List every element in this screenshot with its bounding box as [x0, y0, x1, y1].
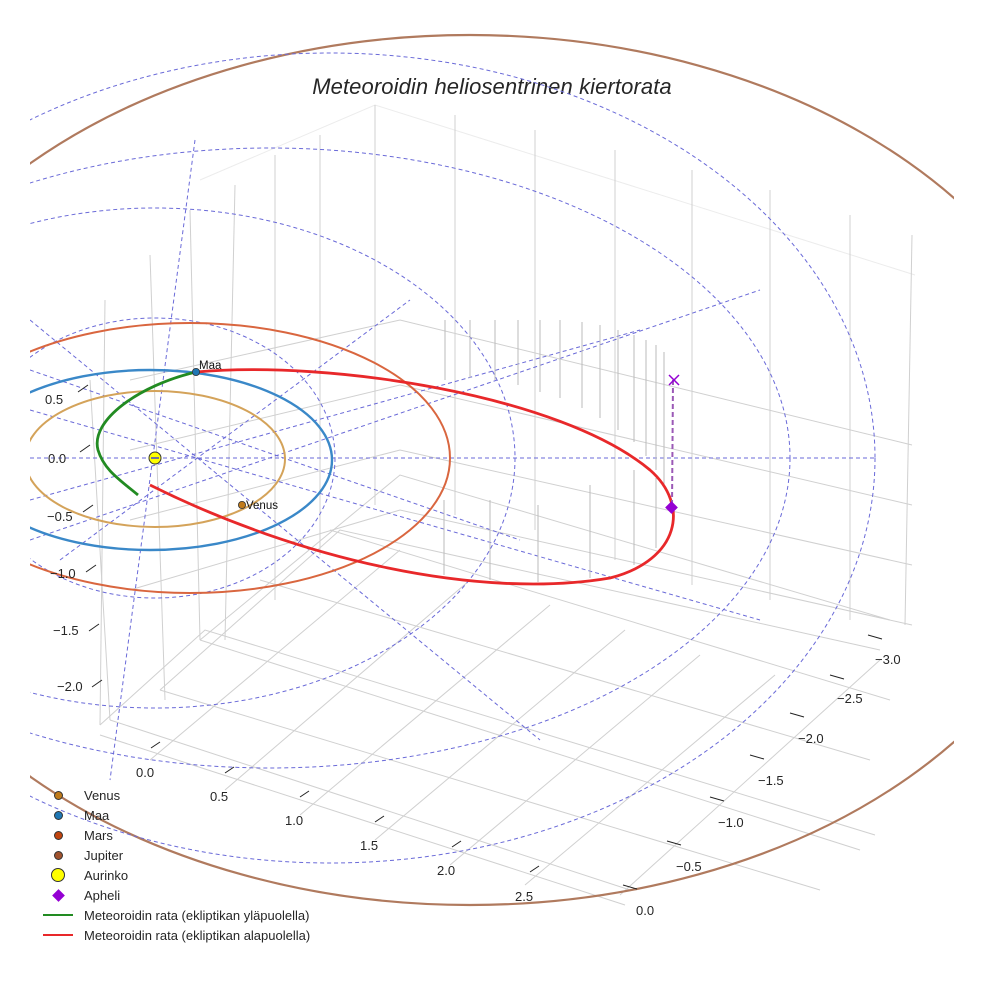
maa-marker	[191, 367, 200, 376]
x-tick-label: 0.0	[136, 765, 154, 780]
y-tick-label: 0.0	[48, 451, 66, 466]
legend-label: Maa	[84, 807, 110, 823]
legend-label: Apheli	[84, 887, 121, 903]
legend-label: Venus	[84, 787, 121, 803]
z-axis: 0.0 −0.5 −1.0 −1.5 −2.0 −2.5 −3.0	[622, 634, 901, 918]
legend-item-maa: Maa	[36, 805, 310, 825]
y-tick-label: −0.5	[47, 509, 73, 524]
x-axis: 0.0 0.5 1.0 1.5 2.0 2.5	[136, 741, 540, 904]
aphelion-projection-line	[671, 379, 674, 508]
legend-item-mars: Mars	[36, 825, 310, 845]
mars-dot-icon	[53, 830, 63, 840]
diamond-icon	[51, 888, 65, 902]
x-tick-label: 1.5	[360, 838, 378, 853]
z-tick-label: −1.0	[718, 815, 744, 830]
chart-title: Meteoroidin heliosentrinen kiertorata	[312, 74, 672, 99]
legend-item-orbit-above: Meteoroidin rata (ekliptikan yläpuolella…	[36, 905, 310, 925]
venus-dot-icon	[53, 790, 63, 800]
maa-orbit	[30, 368, 334, 552]
legend-item-jupiter: Jupiter	[36, 845, 310, 865]
sun-dot-icon	[51, 868, 65, 882]
z-tick-label: −2.5	[837, 691, 863, 706]
z-tick-label: −1.5	[758, 773, 784, 788]
green-line-icon	[43, 914, 73, 916]
y-tick-label: −2.0	[57, 679, 83, 694]
legend-item-venus: Venus	[36, 785, 310, 805]
z-tick-label: −2.0	[798, 731, 824, 746]
z-tick-label: −3.0	[875, 652, 901, 667]
legend-item-orbit-below: Meteoroidin rata (ekliptikan alapuolella…	[36, 925, 310, 945]
legend-label: Meteoroidin rata (ekliptikan alapuolella…	[84, 927, 311, 943]
x-tick-label: 0.5	[210, 789, 228, 804]
legend-label: Aurinko	[84, 867, 129, 883]
meteoroid-orbit-above	[95, 370, 197, 497]
meteoroid-orbit-below	[149, 368, 675, 586]
legend-label: Mars	[84, 827, 113, 843]
venus-label: Venus	[246, 500, 278, 512]
aphelion-projection-x-icon	[668, 374, 680, 386]
maa-dot-icon	[53, 810, 63, 820]
legend-item-apheli: Apheli	[36, 885, 310, 905]
y-tick-label: 0.5	[45, 392, 63, 407]
ecliptic-grid	[30, 52, 876, 864]
jupiter-orbit	[30, 34, 954, 906]
legend-label: Jupiter	[84, 847, 124, 863]
jupiter-dot-icon	[53, 850, 63, 860]
venus-marker	[237, 500, 246, 509]
legend: Venus Maa Mars Jupiter Aurinko Apheli Me…	[36, 785, 310, 945]
drop-lines	[443, 320, 665, 582]
y-tick-label: −1.5	[53, 623, 79, 638]
z-tick-label: −0.5	[676, 859, 702, 874]
z-tick-label: 0.0	[636, 903, 654, 918]
legend-label: Meteoroidin rata (ekliptikan yläpuolella…	[84, 907, 310, 923]
x-tick-label: 2.0	[437, 863, 455, 878]
legend-item-aurinko: Aurinko	[36, 865, 310, 885]
venus-orbit	[30, 390, 286, 528]
x-tick-label: 1.0	[285, 813, 303, 828]
maa-label: Maa	[199, 360, 222, 372]
y-axis: 0.5 0.0 −0.5 −1.0 −1.5 −2.0	[45, 384, 103, 694]
mars-orbit	[30, 322, 451, 594]
red-line-icon	[43, 934, 73, 936]
y-tick-label: −1.0	[50, 566, 76, 581]
x-tick-label: 2.5	[515, 889, 533, 904]
